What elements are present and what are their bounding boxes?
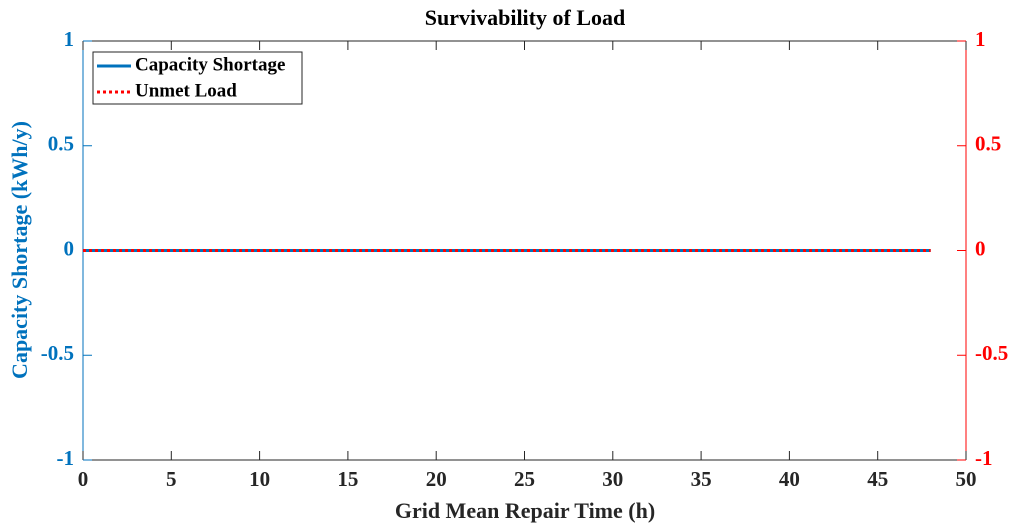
- y-tick-label: 1: [64, 27, 75, 51]
- y2-tick-label: -1: [975, 446, 993, 470]
- x-tick-label: 35: [691, 467, 712, 491]
- x-tick-label: 5: [166, 467, 177, 491]
- y2-tick-label: 0: [975, 236, 986, 260]
- x-tick-label: 40: [779, 467, 800, 491]
- x-tick-label: 15: [337, 467, 358, 491]
- y-tick-label: -0.5: [41, 341, 74, 365]
- chart-title: Survivability of Load: [425, 5, 625, 30]
- x-tick-label: 30: [602, 467, 623, 491]
- x-tick-label: 20: [426, 467, 447, 491]
- y-tick-label: 0.5: [48, 132, 74, 156]
- legend-label: Unmet Load: [135, 80, 237, 101]
- x-tick-label: 0: [78, 467, 89, 491]
- y-tick-label: -1: [57, 446, 75, 470]
- x-tick-label: 25: [514, 467, 535, 491]
- y2-tick-label: -0.5: [975, 341, 1008, 365]
- x-axis-title: Grid Mean Repair Time (h): [395, 498, 655, 523]
- x-tick-label: 10: [249, 467, 270, 491]
- x-tick-label: 50: [956, 467, 977, 491]
- y2-tick-label: 1: [975, 27, 986, 51]
- y-axis-title: Capacity Shortage (kWh/y): [7, 121, 32, 379]
- legend-box: [92, 51, 303, 105]
- legend-label: Capacity Shortage: [135, 54, 285, 75]
- x-tick-label: 45: [867, 467, 888, 491]
- y2-tick-label: 0.5: [975, 132, 1001, 156]
- y-tick-label: 0: [64, 236, 75, 260]
